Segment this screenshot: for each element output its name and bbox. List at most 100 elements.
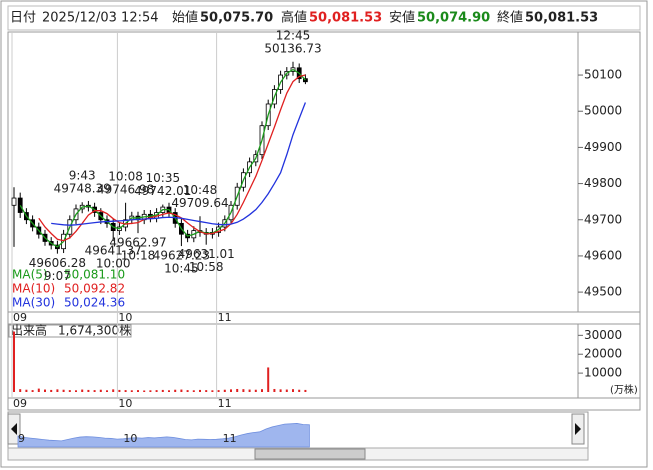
- annotation-time: 10:18: [121, 249, 156, 263]
- volume-bar: [205, 390, 208, 392]
- x-tick-label: 10: [118, 397, 132, 410]
- volume-bar: [155, 390, 158, 392]
- scroll-thumb[interactable]: [254, 448, 366, 460]
- volume-bar: [50, 389, 53, 392]
- annotation-time: 10:00: [96, 256, 131, 270]
- annotation-time: 10:45: [164, 262, 199, 276]
- annotation-time: 12:45: [276, 28, 311, 42]
- legend-value: 50,024.36: [64, 296, 125, 310]
- navigator-label: 11: [223, 432, 237, 445]
- volume-total: 1,674,300株: [58, 323, 131, 338]
- volume-bar: [174, 389, 177, 392]
- annotation-price: 49641.37: [85, 243, 142, 257]
- volume-bar: [130, 390, 133, 392]
- annotation-price: 49606.28: [29, 256, 86, 270]
- annotation-time: 9:43: [69, 169, 96, 183]
- y-tick-label: 49600: [584, 248, 622, 262]
- volume-bar: [56, 389, 59, 392]
- x-tick-label: 11: [218, 311, 232, 324]
- x-strip-2: [7, 397, 641, 411]
- volume-bar: [199, 389, 201, 392]
- volume-bar: [304, 389, 307, 392]
- volume-bar: [230, 389, 232, 392]
- volume-bar: [149, 390, 152, 392]
- annotation-time: 10:35: [146, 171, 181, 185]
- arrow-left: [11, 423, 17, 435]
- x-tick-label: 09: [13, 397, 27, 410]
- volume-bar: [137, 390, 139, 392]
- volume-tick-label: 30000: [584, 328, 622, 342]
- navigator-label: 10: [123, 432, 137, 445]
- volume-bar: [25, 389, 28, 392]
- y-tick-label: 50100: [584, 68, 622, 82]
- x-tick-label: 11: [218, 397, 232, 410]
- volume-bar: [211, 390, 214, 392]
- high-value: 50,081.53: [309, 11, 382, 26]
- volume-bar: [279, 389, 282, 392]
- volume-bar: [168, 390, 170, 392]
- date: 2025/12/03 12:54: [42, 11, 159, 26]
- volume-bar: [44, 389, 46, 392]
- legend-name: MA(5): [12, 268, 48, 282]
- close-label: 終値: [497, 10, 523, 26]
- x-strip: [7, 311, 641, 325]
- volume-bar: [75, 390, 77, 392]
- low-label: 安値: [389, 10, 415, 26]
- legend-value: 50,081.10: [64, 268, 125, 282]
- y-tick-label: 49900: [584, 140, 622, 154]
- annotation-price: 49662.97: [109, 236, 166, 250]
- header-bar: [7, 5, 641, 31]
- volume-bar: [248, 389, 251, 392]
- volume-bar: [19, 389, 22, 392]
- legend: [10, 268, 126, 310]
- annotation-time: 10:08: [108, 169, 143, 183]
- arrow-right: [575, 423, 581, 435]
- volume-bar: [217, 390, 220, 392]
- volume-bar: [267, 367, 270, 392]
- volume-bar: [124, 390, 127, 392]
- volume-bar: [62, 389, 65, 392]
- volume-bar: [68, 390, 71, 392]
- navigator-label: 9: [18, 432, 25, 445]
- volume-bar: [93, 390, 96, 392]
- annotation-price: 50136.73: [264, 41, 321, 55]
- volume-bar: [285, 389, 288, 392]
- volume-bar: [292, 389, 294, 392]
- volume-tick-label: 10000: [584, 366, 622, 380]
- legend-value: 50,092.82: [64, 282, 125, 296]
- volume-bar: [143, 390, 146, 392]
- volume-unit: (万株): [610, 383, 638, 396]
- volume-tick-label: 20000: [584, 347, 622, 361]
- candle-body: [302, 78, 308, 83]
- volume-bar: [37, 388, 40, 392]
- volume-bar: [261, 389, 263, 392]
- volume-bar: [81, 389, 84, 392]
- annotation-price: 49748.39: [54, 182, 111, 196]
- volume-bar: [192, 390, 195, 392]
- volume-bar: [186, 390, 189, 392]
- volume-label-box: [8, 324, 132, 338]
- volume-bar: [87, 389, 90, 392]
- annotation-price: 49746.98: [97, 182, 154, 196]
- annotation-price: 49631.01: [178, 247, 235, 261]
- y-tick-label: 50000: [584, 104, 622, 118]
- open-value: 50,075.70: [200, 11, 273, 26]
- ma-line: [38, 74, 306, 242]
- volume-bar: [180, 389, 183, 392]
- annotation-time: 9:07: [44, 269, 71, 283]
- legend-name: MA(30): [12, 296, 55, 310]
- annotation-price: 49627.23: [153, 249, 210, 263]
- x-tick-label: 10: [118, 311, 132, 324]
- volume-bar: [106, 390, 108, 392]
- y-tick-label: 49700: [584, 212, 622, 226]
- volume-bar: [112, 389, 115, 392]
- high-label: 高値: [281, 10, 307, 26]
- annotation-time: 10:58: [189, 260, 224, 274]
- volume-bar: [242, 389, 245, 392]
- volume-label: 出来高: [11, 323, 47, 338]
- x-tick-label: 09: [13, 311, 27, 324]
- volume-bar: [273, 388, 276, 392]
- annotation-time: 10:48: [183, 183, 218, 197]
- volume-bar: [118, 389, 121, 392]
